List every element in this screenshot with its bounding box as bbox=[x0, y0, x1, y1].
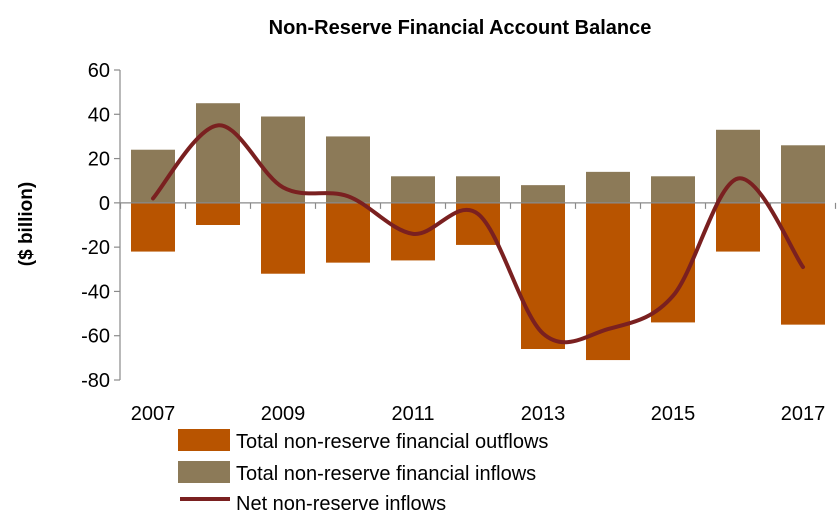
inflow-bar-2014 bbox=[586, 171, 630, 203]
inflow-bar-2011 bbox=[391, 176, 435, 203]
net-inflows-line bbox=[151, 123, 805, 345]
legend-swatch-1 bbox=[178, 461, 230, 483]
y-tick-label: 0 bbox=[99, 193, 110, 215]
x-ticks: 2007 2009 2011 2013 2015 2017 bbox=[119, 202, 837, 425]
x-tick-label: 2015 bbox=[651, 403, 696, 425]
outflow-bar-2007 bbox=[131, 202, 175, 252]
inflow-bar-2009 bbox=[261, 116, 305, 203]
x-tick-label: 2011 bbox=[391, 403, 434, 425]
outflow-bar-2010 bbox=[326, 202, 370, 263]
y-axis-label: ($ billion) bbox=[16, 182, 37, 266]
y-tick-label: -20 bbox=[81, 237, 110, 259]
chart-title: Non-Reserve Financial Account Balance bbox=[269, 17, 652, 39]
outflow-bar-2008 bbox=[196, 202, 240, 225]
inflow-bar-2008 bbox=[196, 103, 240, 203]
inflow-bar-2013 bbox=[521, 185, 565, 203]
outflow-bar-2016 bbox=[716, 202, 760, 252]
y-tick-label: -80 bbox=[81, 370, 110, 392]
inflows-bars bbox=[131, 103, 825, 203]
y-tick-label: 60 bbox=[88, 60, 110, 82]
x-tick-label: 2007 bbox=[131, 403, 176, 425]
outflow-bar-2009 bbox=[261, 202, 305, 274]
legend-label-2: Net non-reserve inflows bbox=[236, 493, 446, 512]
legend: Total non-reserve financial outflows Tota… bbox=[178, 429, 548, 512]
inflow-bar-2015 bbox=[651, 176, 695, 203]
inflow-bar-2017 bbox=[781, 145, 825, 203]
y-tick-label: 40 bbox=[88, 104, 110, 126]
legend-label-0: Total non-reserve financial outflows bbox=[236, 431, 548, 453]
x-tick-label: 2013 bbox=[521, 403, 566, 425]
outflow-bar-2015 bbox=[651, 202, 695, 323]
net-line bbox=[151, 123, 805, 345]
y-tick-label: -40 bbox=[81, 281, 110, 303]
inflow-bar-2012 bbox=[456, 176, 500, 203]
legend-label-1: Total non-reserve financial inflows bbox=[236, 463, 536, 485]
y-tick-label: -60 bbox=[81, 326, 110, 348]
y-tick-label: 20 bbox=[88, 149, 110, 171]
x-tick-label: 2009 bbox=[261, 403, 306, 425]
y-ticks: 60 40 20 0 -20 -40 -60 -80 bbox=[81, 60, 120, 392]
legend-swatch-0 bbox=[178, 429, 230, 451]
outflows-bars bbox=[131, 202, 825, 361]
outflow-bar-2013 bbox=[521, 202, 565, 349]
axes bbox=[119, 70, 825, 380]
x-tick-label: 2017 bbox=[781, 403, 826, 425]
